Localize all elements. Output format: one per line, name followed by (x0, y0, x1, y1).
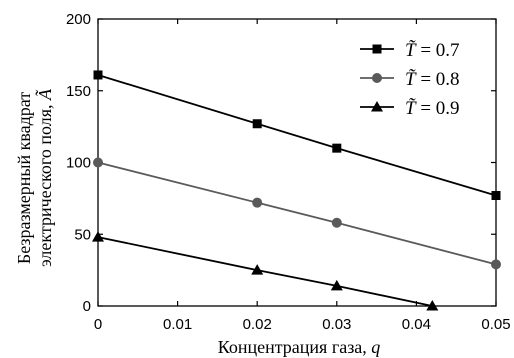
data-point-triangle (251, 264, 264, 275)
y-tick-label: 100 (66, 155, 91, 172)
data-point-circle (491, 259, 501, 270)
legend-label: T̃ = 0.8 (405, 69, 460, 90)
x-tick-label: 0.03 (322, 316, 351, 333)
y-axis-title-line2: электрического поля, Ã (35, 88, 55, 267)
legend-marker-triangle (371, 101, 383, 112)
data-point-square (332, 143, 342, 153)
data-point-square (252, 119, 262, 129)
data-point-triangle (426, 300, 439, 311)
x-tick-label: 0.04 (402, 316, 431, 333)
legend-item: T̃ = 0.8 (360, 69, 460, 90)
data-point-circle (331, 217, 342, 228)
y-axis-variable: Ã (35, 88, 55, 101)
plot-frame (97, 18, 497, 307)
x-tick-label: 0.05 (481, 316, 510, 333)
data-point-square (93, 70, 103, 80)
data-point-circle (93, 157, 103, 168)
legend-marker-circle (372, 73, 382, 83)
legend-label: T̃ = 0.9 (405, 98, 460, 119)
y-tick-label: 0 (83, 298, 91, 315)
series-triangle (92, 231, 439, 311)
y-tick-label: 50 (74, 226, 91, 243)
y-axis-title-line1: Безразмерный квадрат (14, 92, 34, 264)
series-layer (92, 70, 501, 311)
y-axis-title: Безразмерный квадрат электрического поля… (14, 88, 55, 267)
x-tick-label: 0.01 (163, 316, 192, 333)
series-line (97, 74, 497, 197)
series-line (97, 236, 433, 307)
y-tick-label: 150 (66, 83, 91, 100)
series-square (93, 70, 501, 201)
x-axis-variable: q (371, 337, 380, 357)
x-axis-title: Концентрация газа, q (218, 337, 381, 357)
legend-label: T̃ = 0.7 (405, 40, 460, 61)
legend-item: T̃ = 0.7 (360, 40, 460, 61)
x-tick-label: 0.02 (243, 316, 272, 333)
plot-area: 0 50 100 150 200 0 0.01 0.02 0.03 0.04 0.05 (66, 11, 511, 333)
data-point-triangle (330, 279, 343, 291)
y-tick-label: 200 (66, 11, 91, 28)
x-tick-label: 0 (94, 316, 102, 333)
x-axis-title-text: Концентрация газа, (218, 337, 367, 357)
y-axis: 0 50 100 150 200 (66, 11, 496, 315)
data-point-triangle (92, 231, 104, 242)
series-circle (93, 157, 501, 270)
legend-marker-square (372, 44, 382, 54)
y-axis-title-line2-text: электрического поля, (35, 104, 55, 267)
data-point-square (491, 191, 501, 201)
series-line (97, 161, 497, 266)
legend-item: T̃ = 0.9 (360, 98, 460, 119)
x-axis: 0 0.01 0.02 0.03 0.04 0.05 (94, 19, 511, 333)
legend: T̃ = 0.7 T̃ = 0.8 T̃ = 0.9 (360, 40, 460, 119)
data-point-circle (252, 197, 263, 208)
